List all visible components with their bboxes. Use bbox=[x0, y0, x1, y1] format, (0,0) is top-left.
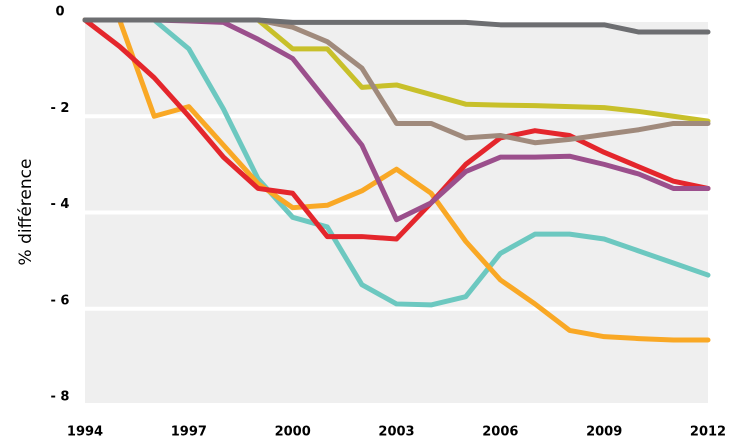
x-tick-label: 2012 bbox=[690, 425, 726, 440]
x-tick-label: 1997 bbox=[171, 425, 207, 440]
x-tick-label: 2000 bbox=[275, 425, 311, 440]
y-tick-label: - 8 bbox=[51, 390, 70, 405]
x-tick-label: 2009 bbox=[586, 425, 622, 440]
y-tick-label: - 6 bbox=[51, 293, 70, 308]
x-tick-label: 1994 bbox=[67, 425, 103, 440]
x-tick-label: 2006 bbox=[482, 425, 518, 440]
y-tick-label: 0 bbox=[55, 5, 64, 20]
series-line bbox=[82, 17, 711, 35]
y-tick-label: - 2 bbox=[51, 101, 70, 116]
y-axis-title: % différence bbox=[16, 159, 36, 266]
y-tick-label: - 4 bbox=[51, 197, 70, 212]
x-tick-label: 2003 bbox=[378, 425, 414, 440]
series-line bbox=[82, 17, 711, 343]
series-line bbox=[82, 17, 711, 242]
series-line bbox=[82, 17, 711, 308]
